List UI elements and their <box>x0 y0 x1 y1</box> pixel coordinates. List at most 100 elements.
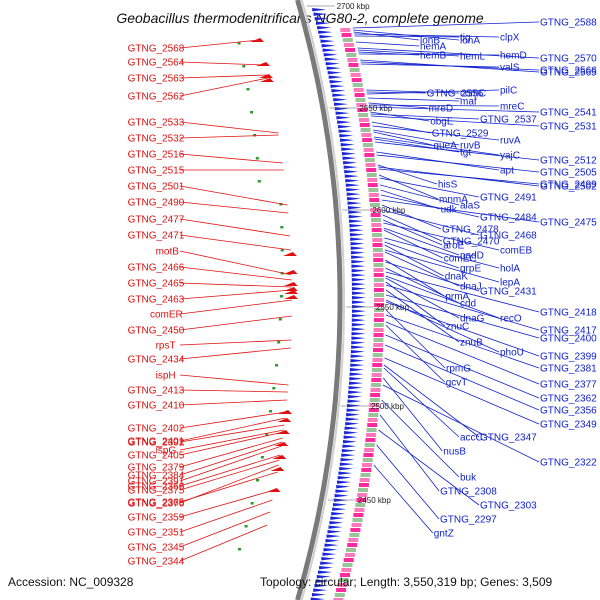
leader-line-left <box>179 459 280 491</box>
leader-line-left <box>179 511 271 548</box>
gene-label-right: GTNG_2418 <box>540 308 597 319</box>
gene-label-left: GTNG_2392 <box>128 438 185 449</box>
forward-gene-arrow <box>350 350 365 354</box>
gene-label-right: accC <box>460 433 483 444</box>
forward-gene-arrow <box>351 282 366 286</box>
feature-block <box>364 158 375 162</box>
feature-block <box>362 138 373 142</box>
gene-label-right: GTNG_2362 <box>540 394 597 405</box>
small-feature <box>280 249 284 252</box>
leader-line-right <box>385 309 446 369</box>
gene-label-left: GTNG_2490 <box>128 198 185 209</box>
feature-block <box>371 368 382 372</box>
forward-gene-arrow <box>349 368 364 372</box>
leader-line-left <box>179 234 291 251</box>
leader-line-right <box>373 129 460 146</box>
feature-block <box>365 438 376 442</box>
gene-label-right: clpX <box>500 33 520 44</box>
reverse-gene-arrow <box>259 78 274 82</box>
feature-block <box>369 198 380 202</box>
leader-line-left <box>179 134 279 139</box>
feature-block <box>369 403 380 407</box>
forward-gene-arrow <box>326 66 341 70</box>
gene-label-right: GTNG_2381 <box>540 364 597 375</box>
feature-block <box>373 343 384 347</box>
forward-gene-arrow <box>327 71 342 75</box>
feature-block <box>366 173 377 177</box>
feature-block <box>367 178 378 182</box>
leader-line-right <box>384 237 500 269</box>
forward-gene-arrow <box>352 309 366 313</box>
leader-line-right <box>384 251 460 287</box>
leader-line-left <box>179 153 283 164</box>
small-feature <box>242 65 246 68</box>
forward-gene-arrow <box>330 516 345 520</box>
leader-line-right <box>355 41 420 47</box>
feature-block <box>366 428 377 432</box>
leader-line-left <box>179 445 282 482</box>
leader-line-right <box>378 429 480 506</box>
forward-gene-arrow <box>340 458 355 462</box>
gene-label-left: GTNG_2391 <box>128 477 185 488</box>
leader-line-right <box>385 284 540 331</box>
gene-label-right: queA <box>433 141 457 152</box>
leader-line-right <box>385 314 540 369</box>
feature-block <box>347 543 358 547</box>
gene-label-right: lonB <box>420 36 440 47</box>
gene-label-left: GTNG_2466 <box>128 263 185 274</box>
forward-gene-arrow <box>351 327 366 331</box>
feature-block <box>362 143 373 147</box>
forward-gene-arrow <box>345 183 360 187</box>
leader-line-left <box>179 389 288 393</box>
forward-gene-arrow <box>345 422 360 426</box>
forward-gene-arrow <box>339 467 354 471</box>
forward-gene-arrow <box>334 107 349 111</box>
leader-line-left <box>179 74 268 79</box>
leader-line-right <box>378 168 540 185</box>
gene-label-right: hemB <box>420 51 446 62</box>
feature-block <box>367 418 378 422</box>
forward-gene-arrow <box>340 138 354 142</box>
leader-line-left <box>179 299 293 315</box>
leader-line-right <box>380 184 460 206</box>
feature-block <box>350 73 361 77</box>
leader-line-right <box>383 222 500 251</box>
forward-gene-arrow <box>348 386 363 390</box>
forward-gene-arrow <box>313 12 328 16</box>
feature-block <box>355 503 366 507</box>
feature-block <box>371 373 382 377</box>
gene-label-left: GTNG_2401 <box>128 437 185 448</box>
forward-gene-arrow <box>348 390 363 394</box>
feature-block <box>358 113 369 117</box>
leader-line-right <box>357 49 460 57</box>
feature-block <box>359 118 369 122</box>
forward-gene-arrow <box>315 21 330 25</box>
leader-line-right <box>385 275 500 319</box>
feature-block <box>348 63 359 67</box>
forward-gene-arrow <box>351 260 366 264</box>
feature-block <box>369 398 380 402</box>
leader-line-right <box>352 21 540 29</box>
leader-line-left <box>179 77 268 97</box>
feature-block <box>369 203 380 207</box>
gene-label-left: GTNG_2405 <box>128 451 185 462</box>
forward-gene-arrow <box>349 377 364 381</box>
forward-gene-arrow <box>339 134 354 138</box>
gene-label-left: GTNG_2359 <box>128 513 185 524</box>
feature-block <box>367 183 378 187</box>
gene-label-right: GTNG_2570 <box>540 54 597 65</box>
feature-block <box>368 188 379 192</box>
feature-block <box>373 323 384 327</box>
forward-gene-arrow <box>336 485 351 489</box>
forward-gene-arrow <box>349 233 364 237</box>
gene-label-right: GTNG_2531 <box>540 122 597 133</box>
leader-line-right <box>385 334 540 399</box>
gene-label-left: GTNG_2563 <box>128 74 185 85</box>
gene-label-right: dnaJ <box>460 282 482 293</box>
feature-block <box>361 133 372 137</box>
feature-block <box>373 273 384 277</box>
leader-line-right <box>354 33 500 38</box>
feature-block <box>346 53 357 57</box>
reverse-gene-arrow <box>256 62 271 66</box>
forward-gene-arrow <box>341 449 356 453</box>
